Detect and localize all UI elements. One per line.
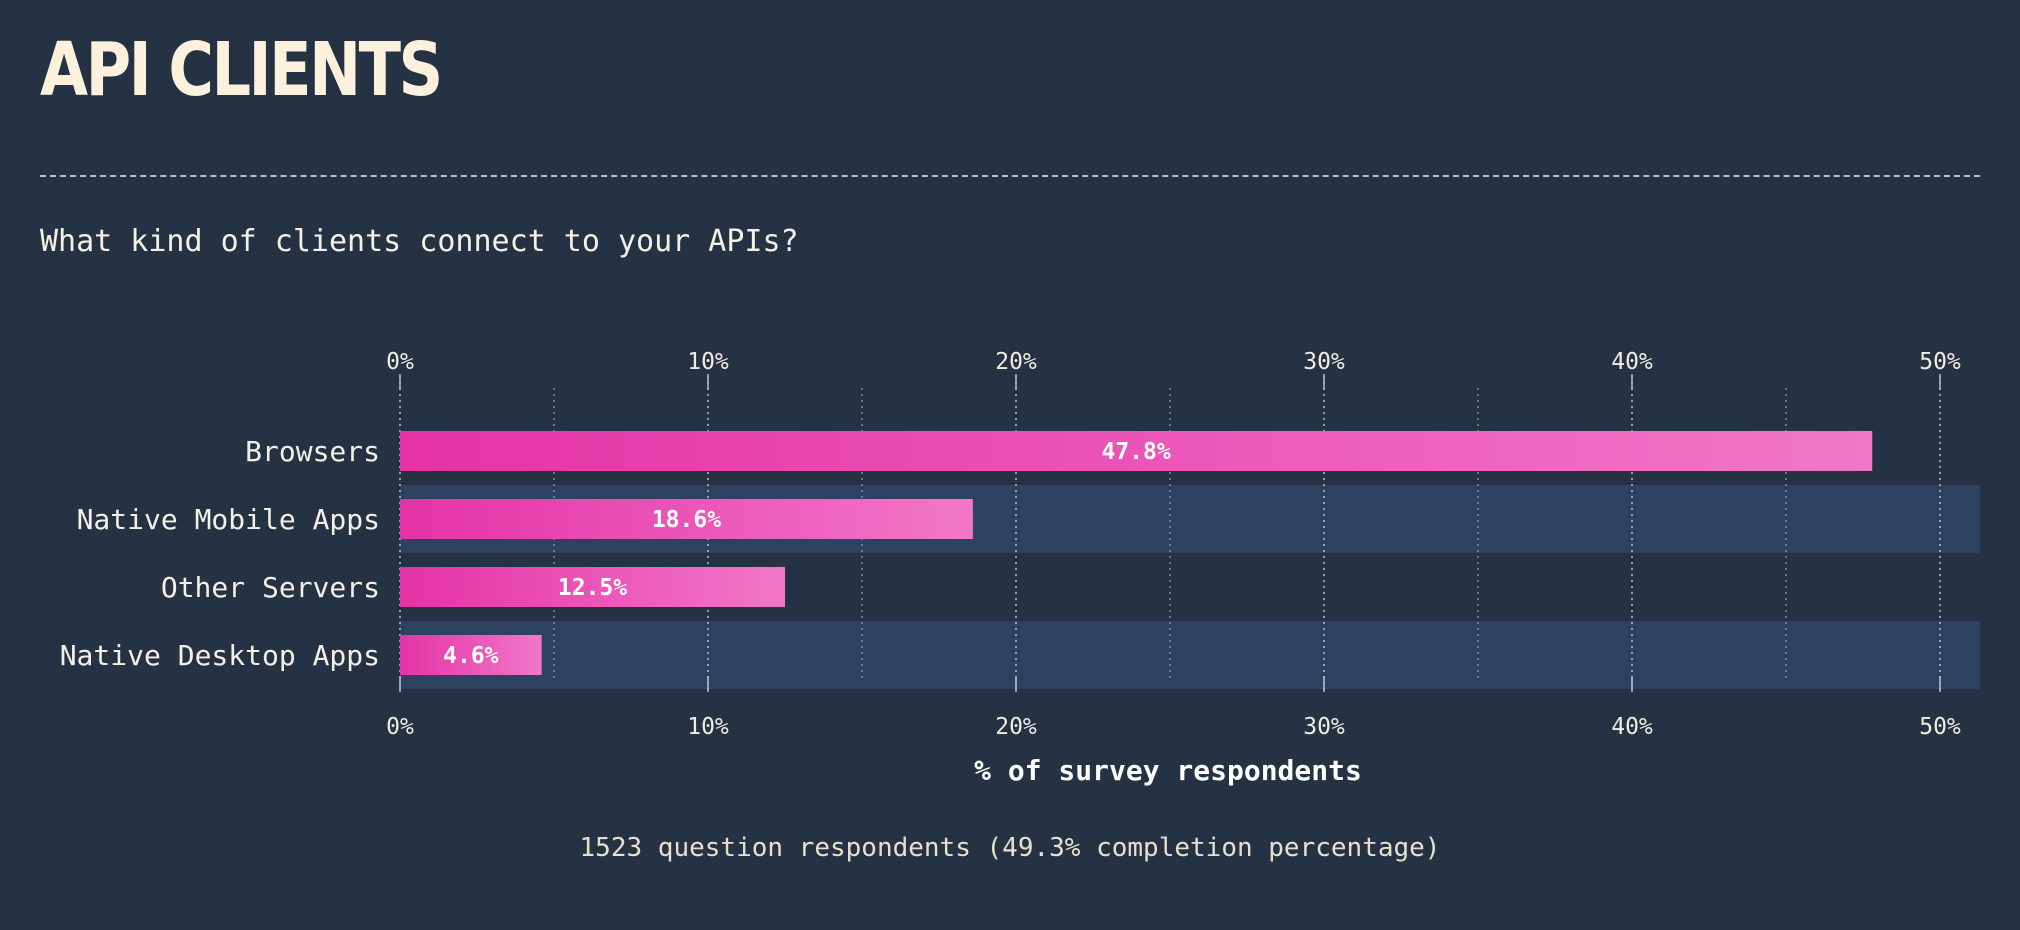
bars: [400, 431, 1873, 675]
tick-label-bottom: 30%: [1303, 714, 1345, 740]
tick-label-top: 40%: [1611, 349, 1653, 375]
bar: [400, 499, 973, 539]
labels: 0% 0% 10% 10% 20% 20% 30% 30% 40% 40% 50% 50% Browse…: [60, 349, 1961, 740]
bar: [400, 431, 1873, 471]
tick-label-bottom: 50%: [1919, 714, 1961, 740]
respondents-note: 1523 question respondents (49.3% complet…: [579, 833, 1441, 863]
value-label: 4.6%: [443, 643, 499, 669]
category-label: Native Desktop Apps: [60, 639, 380, 672]
value-label: 18.6%: [652, 507, 721, 533]
bar: [400, 635, 542, 675]
tick-label-top: 30%: [1303, 349, 1345, 375]
category-label: Browsers: [245, 435, 380, 468]
x-axis-title: % of survey respondents: [974, 754, 1362, 787]
category-label: Native Mobile Apps: [77, 503, 380, 536]
tick-label-top: 0%: [386, 349, 414, 375]
tick-label-top: 50%: [1919, 349, 1961, 375]
dashed-divider: [40, 175, 1980, 177]
tick-label-top: 10%: [687, 349, 729, 375]
row-bands: [400, 485, 1980, 689]
bar: [400, 567, 785, 607]
tick-label-bottom: 20%: [995, 714, 1037, 740]
tick-label-bottom: 40%: [1611, 714, 1653, 740]
category-label: Other Servers: [161, 571, 380, 604]
value-label: 47.8%: [1101, 439, 1170, 465]
tick-label-bottom: 10%: [687, 714, 729, 740]
survey-question: What kind of clients connect to your API…: [40, 224, 799, 259]
tick-label-top: 20%: [995, 349, 1037, 375]
row-band: [400, 621, 1980, 689]
page-title: API CLIENTS: [40, 27, 443, 113]
tick-label-bottom: 0%: [386, 714, 414, 740]
value-label: 12.5%: [558, 575, 627, 601]
